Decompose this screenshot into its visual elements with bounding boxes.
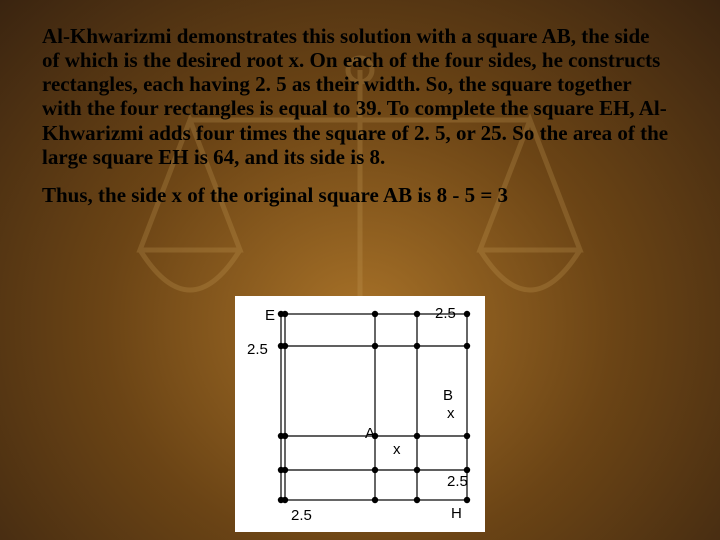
svg-text:E: E bbox=[265, 307, 275, 324]
svg-text:A: A bbox=[365, 425, 375, 442]
slide-text-block: Al-Khwarizmi demonstrates this solution … bbox=[42, 24, 670, 221]
paragraph-1: Al-Khwarizmi demonstrates this solution … bbox=[42, 24, 670, 169]
geometry-diagram: E 2.5 2.5 Bx Ax 2.5 H 2.5 bbox=[235, 296, 485, 532]
svg-text:x: x bbox=[447, 405, 455, 422]
svg-text:2.5: 2.5 bbox=[291, 507, 312, 524]
paragraph-2: Thus, the side x of the original square … bbox=[42, 183, 670, 207]
svg-text:x: x bbox=[393, 441, 401, 458]
svg-text:2.5: 2.5 bbox=[435, 305, 456, 322]
svg-text:2.5: 2.5 bbox=[247, 341, 268, 358]
svg-text:H: H bbox=[451, 505, 462, 522]
svg-text:2.5: 2.5 bbox=[447, 473, 468, 490]
svg-text:B: B bbox=[443, 387, 453, 404]
